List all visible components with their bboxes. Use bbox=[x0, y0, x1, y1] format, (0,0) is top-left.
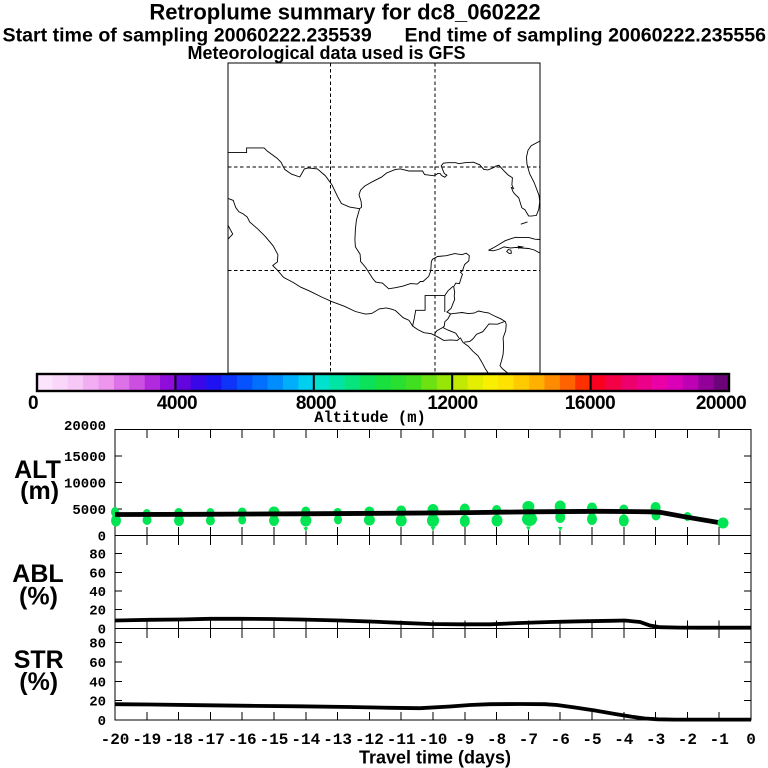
svg-text:0: 0 bbox=[746, 731, 756, 749]
svg-text:-3: -3 bbox=[646, 731, 665, 749]
svg-text:(m): (m) bbox=[20, 477, 59, 505]
svg-text:(%): (%) bbox=[19, 668, 58, 696]
svg-text:-6: -6 bbox=[551, 731, 570, 749]
svg-text:-2: -2 bbox=[678, 731, 697, 749]
svg-text:0: 0 bbox=[28, 393, 38, 414]
svg-text:Retroplume summary for dc8_060: Retroplume summary for dc8_060222 bbox=[149, 0, 540, 25]
svg-text:ABL: ABL bbox=[12, 560, 63, 588]
svg-text:Altitude (m): Altitude (m) bbox=[314, 409, 426, 427]
svg-text:16000: 16000 bbox=[565, 393, 615, 414]
svg-text:60: 60 bbox=[89, 656, 106, 672]
svg-text:-11: -11 bbox=[387, 731, 416, 749]
svg-text:-13: -13 bbox=[323, 731, 352, 749]
svg-text:-8: -8 bbox=[487, 731, 506, 749]
svg-text:-17: -17 bbox=[196, 731, 225, 749]
svg-text:20000: 20000 bbox=[64, 419, 106, 435]
svg-text:80: 80 bbox=[89, 548, 106, 564]
svg-text:0: 0 bbox=[98, 714, 106, 730]
svg-text:12000: 12000 bbox=[427, 393, 477, 414]
svg-text:ALT: ALT bbox=[14, 456, 61, 484]
svg-text:8000: 8000 bbox=[296, 393, 336, 414]
svg-text:60: 60 bbox=[89, 566, 106, 582]
svg-text:0: 0 bbox=[98, 622, 106, 638]
svg-text:Start time of sampling 2006022: Start time of sampling 20060222.235539 bbox=[3, 25, 372, 47]
svg-text:4000: 4000 bbox=[157, 393, 197, 414]
svg-text:5000: 5000 bbox=[72, 503, 106, 519]
svg-text:10000: 10000 bbox=[64, 477, 106, 493]
svg-text:Meteorological data used is GF: Meteorological data used is GFS bbox=[187, 43, 465, 63]
svg-text:40: 40 bbox=[89, 675, 106, 691]
svg-text:Travel time (days): Travel time (days) bbox=[359, 748, 511, 768]
svg-text:20: 20 bbox=[89, 695, 106, 711]
svg-text:15000: 15000 bbox=[64, 450, 106, 466]
svg-text:-4: -4 bbox=[614, 731, 634, 749]
svg-text:-12: -12 bbox=[355, 731, 384, 749]
svg-text:0: 0 bbox=[98, 530, 106, 546]
svg-text:End time of sampling 20060222.: End time of sampling 20060222.235556 bbox=[405, 25, 767, 47]
svg-text:-18: -18 bbox=[164, 731, 193, 749]
svg-text:(%): (%) bbox=[19, 583, 58, 611]
svg-text:20: 20 bbox=[89, 604, 106, 620]
svg-text:80: 80 bbox=[89, 637, 106, 653]
svg-text:-15: -15 bbox=[260, 731, 289, 749]
svg-text:20000: 20000 bbox=[696, 393, 746, 414]
svg-text:40: 40 bbox=[89, 585, 106, 601]
svg-text:-16: -16 bbox=[228, 731, 257, 749]
svg-text:-1: -1 bbox=[710, 731, 729, 749]
svg-text:-19: -19 bbox=[132, 731, 161, 749]
svg-text:-9: -9 bbox=[455, 731, 474, 749]
svg-text:-7: -7 bbox=[519, 731, 538, 749]
svg-text:-10: -10 bbox=[419, 731, 448, 749]
svg-text:-5: -5 bbox=[582, 731, 601, 749]
svg-text:-14: -14 bbox=[291, 731, 320, 749]
svg-text:-20: -20 bbox=[101, 731, 130, 749]
svg-text:STR: STR bbox=[14, 646, 64, 674]
